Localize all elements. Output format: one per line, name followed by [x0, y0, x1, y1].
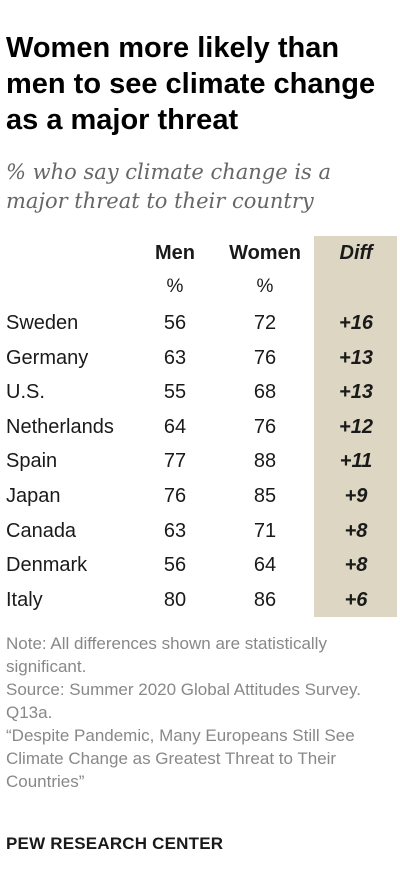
diff-value: +12 [339, 415, 373, 438]
men-value: 56 [163, 554, 187, 577]
country-cell: Italy [6, 588, 43, 611]
diff-value: +6 [344, 588, 368, 611]
women-value: 72 [253, 312, 277, 334]
table-row: Japan 76 85 +9 [0, 481, 400, 515]
diff-value: +8 [344, 519, 368, 542]
brand-logo-text: PEW RESEARCH CENTER [6, 834, 224, 853]
women-value: 68 [253, 381, 277, 404]
table-row: Canada 63 71 +8 [0, 516, 400, 550]
country-cell: Canada [6, 519, 77, 542]
women-value: 86 [253, 588, 277, 611]
table-row: Sweden 56 72 +16 [0, 308, 400, 342]
diff-value: +8 [344, 554, 368, 577]
country-cell: Japan [6, 485, 61, 507]
chart-title: Women more likely than men to see climat… [6, 32, 376, 136]
diff-column-highlight [314, 236, 397, 617]
table-row: Netherlands 64 76 +12 [0, 412, 400, 446]
table-row: Denmark 56 64 +8 [0, 550, 400, 584]
diff-value: +9 [344, 485, 368, 507]
men-value: 63 [163, 519, 187, 542]
country-cell: U.S. [6, 381, 45, 404]
women-value: 76 [253, 415, 277, 438]
women-value: 76 [253, 346, 277, 369]
unit-women: % [256, 276, 274, 297]
table-row: Germany 63 76 +13 [0, 343, 400, 377]
note-text: Note: All differences shown are statisti… [6, 634, 327, 676]
diff-value: +13 [339, 381, 373, 404]
diff-value: +16 [339, 312, 373, 334]
report-title: “Despite Pandemic, Many Europeans Still … [6, 726, 355, 791]
unit-men: % [166, 276, 184, 297]
women-value: 64 [253, 554, 277, 577]
men-value: 77 [163, 450, 187, 473]
table-row: Italy 80 86 +6 [0, 585, 400, 619]
women-value: 85 [253, 485, 277, 507]
table-row: U.S. 55 68 +13 [0, 377, 400, 411]
country-cell: Denmark [6, 554, 88, 577]
table-row: Spain 77 88 +11 [0, 446, 400, 480]
chart-subtitle: % who say climate change is a major thre… [6, 160, 332, 213]
source-text: Source: Summer 2020 Global Attitudes Sur… [6, 680, 361, 722]
header-diff: Diff [339, 242, 373, 264]
diff-value: +11 [339, 450, 373, 473]
men-value: 55 [163, 381, 187, 404]
women-value: 71 [253, 519, 277, 542]
women-value: 88 [253, 450, 277, 473]
men-value: 76 [163, 485, 187, 507]
footnotes: Note: All differences shown are statisti… [6, 632, 396, 793]
diff-value: +13 [339, 346, 373, 369]
header-women: Women [229, 242, 301, 264]
country-cell: Netherlands [6, 415, 114, 438]
country-cell: Spain [6, 450, 58, 473]
header-men: Men [155, 242, 195, 264]
men-value: 64 [163, 415, 187, 438]
men-value: 63 [163, 346, 187, 369]
men-value: 56 [163, 312, 187, 334]
country-cell: Germany [6, 346, 89, 369]
country-cell: Sweden [6, 312, 79, 334]
men-value: 80 [163, 588, 187, 611]
